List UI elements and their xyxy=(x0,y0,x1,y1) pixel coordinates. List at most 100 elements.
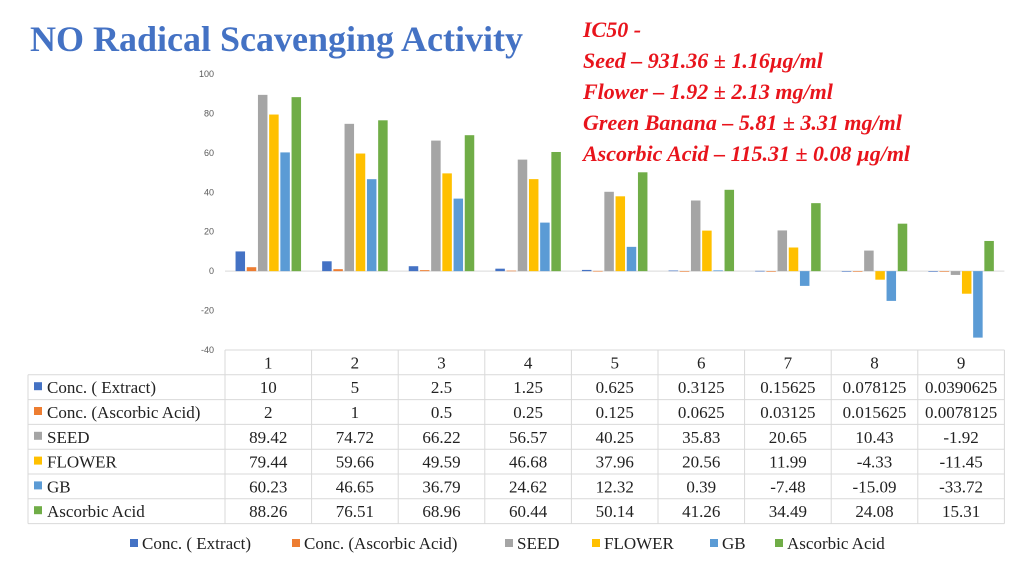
table-cell-value: -1.92 xyxy=(943,428,978,447)
bar xyxy=(799,271,810,286)
legend-swatch xyxy=(505,539,513,547)
table-legend-key xyxy=(34,407,42,415)
bar xyxy=(668,270,679,272)
table-cell-value: 0.5 xyxy=(431,403,452,422)
table-cell-value: 34.49 xyxy=(769,502,807,521)
y-tick-label: -20 xyxy=(201,306,214,316)
bar xyxy=(950,271,961,275)
bar xyxy=(355,153,366,272)
table-series-label: Ascorbic Acid xyxy=(47,502,145,521)
table-cell-value: 0.015625 xyxy=(843,403,907,422)
x-category-label: 4 xyxy=(524,353,533,372)
bar xyxy=(280,152,290,272)
table-cell-value: 49.59 xyxy=(422,453,460,472)
bar xyxy=(419,270,430,272)
table-series-label: Conc. ( Extract) xyxy=(47,378,156,397)
bar xyxy=(690,200,701,272)
bar xyxy=(257,94,268,272)
table-series-label: Conc. (Ascorbic Acid) xyxy=(47,403,200,422)
table-legend-key xyxy=(34,456,42,465)
table-cell-value: 66.22 xyxy=(422,428,460,447)
ic50-line-seed: Seed – 931.36 ± 1.16µg/ml xyxy=(583,48,823,73)
table-cell-value: -7.48 xyxy=(770,477,805,496)
ic50-line-ascorbic-acid: Ascorbic Acid – 115.31 ± 0.08 µg/ml xyxy=(583,141,911,166)
table-cell-value: 50.14 xyxy=(596,502,635,521)
bar xyxy=(495,268,505,272)
table-cell-value: 0.078125 xyxy=(843,378,907,397)
bar xyxy=(453,198,464,272)
y-tick-label: 0 xyxy=(209,266,214,276)
table-cell-value: 10 xyxy=(260,378,277,397)
table-cell-value: 36.79 xyxy=(422,477,460,496)
x-category-label: 6 xyxy=(697,353,706,372)
bar xyxy=(897,223,908,272)
bar xyxy=(517,159,528,272)
table-cell-value: 89.42 xyxy=(249,428,287,447)
legend-label: Conc. (Ascorbic Acid) xyxy=(304,534,457,553)
table-cell-value: 0.25 xyxy=(513,403,543,422)
table-cell-value: 2 xyxy=(264,403,273,422)
bar xyxy=(973,271,983,338)
legend-swatch xyxy=(592,539,600,547)
bar xyxy=(886,271,897,301)
bar xyxy=(984,240,994,272)
y-tick-label: -40 xyxy=(201,345,214,355)
legend-label: GB xyxy=(722,534,746,553)
bar xyxy=(235,251,246,272)
table-cell-value: 10.43 xyxy=(855,428,893,447)
x-category-label: 2 xyxy=(351,353,360,372)
legend-label: Ascorbic Acid xyxy=(787,534,885,553)
bar xyxy=(269,114,279,272)
bar xyxy=(581,269,592,272)
table-cell-value: 40.25 xyxy=(596,428,634,447)
legend-label: FLOWER xyxy=(604,534,675,553)
table-cell-value: -11.45 xyxy=(939,453,982,472)
bar xyxy=(615,196,626,272)
table-cell-value: -33.72 xyxy=(939,477,983,496)
table-cell-value: -4.33 xyxy=(857,453,892,472)
bar xyxy=(679,271,690,272)
table-cell-value: 24.62 xyxy=(509,477,547,496)
table-cell-value: 0.125 xyxy=(596,403,634,422)
bar xyxy=(939,271,950,272)
bar xyxy=(788,247,799,272)
y-tick-label: 100 xyxy=(199,69,214,79)
x-category-label: 9 xyxy=(957,353,966,372)
table-cell-value: 59.66 xyxy=(336,453,374,472)
bar xyxy=(528,179,539,272)
y-tick-label: 80 xyxy=(204,108,214,118)
table-cell-value: 0.0625 xyxy=(678,403,725,422)
table-cell-value: 88.26 xyxy=(249,502,287,521)
table-cell-value: 56.57 xyxy=(509,428,548,447)
table-cell-value: 5 xyxy=(351,378,360,397)
bar xyxy=(408,266,419,272)
table-cell-value: 60.23 xyxy=(249,477,287,496)
table-cell-value: 46.65 xyxy=(336,477,374,496)
table-cell-value: 2.5 xyxy=(431,378,452,397)
table-cell-value: 76.51 xyxy=(336,502,374,521)
table-legend-key xyxy=(34,382,42,391)
y-tick-label: 20 xyxy=(204,227,214,237)
table-cell-value: -15.09 xyxy=(853,477,897,496)
bar xyxy=(378,120,388,272)
bar xyxy=(852,271,863,272)
bar xyxy=(637,172,648,272)
table-cell-value: 79.44 xyxy=(249,453,288,472)
bar xyxy=(540,222,550,272)
bar xyxy=(593,270,603,272)
bar xyxy=(875,271,885,280)
table-cell-value: 0.3125 xyxy=(678,378,725,397)
bar xyxy=(724,189,735,272)
bar xyxy=(464,135,475,272)
table-cell-value: 37.96 xyxy=(596,453,634,472)
table-cell-value: 41.26 xyxy=(682,502,720,521)
bar xyxy=(961,271,972,294)
table-cell-value: 0.15625 xyxy=(760,378,815,397)
table-cell-value: 20.65 xyxy=(769,428,807,447)
table-cell-value: 24.08 xyxy=(855,502,893,521)
ic50-line-flower: Flower – 1.92 ± 2.13 mg/ml xyxy=(583,79,833,104)
table-series-label: GB xyxy=(47,477,71,496)
bar xyxy=(766,271,776,272)
table-cell-value: 1.25 xyxy=(513,378,543,397)
bar xyxy=(811,203,821,272)
